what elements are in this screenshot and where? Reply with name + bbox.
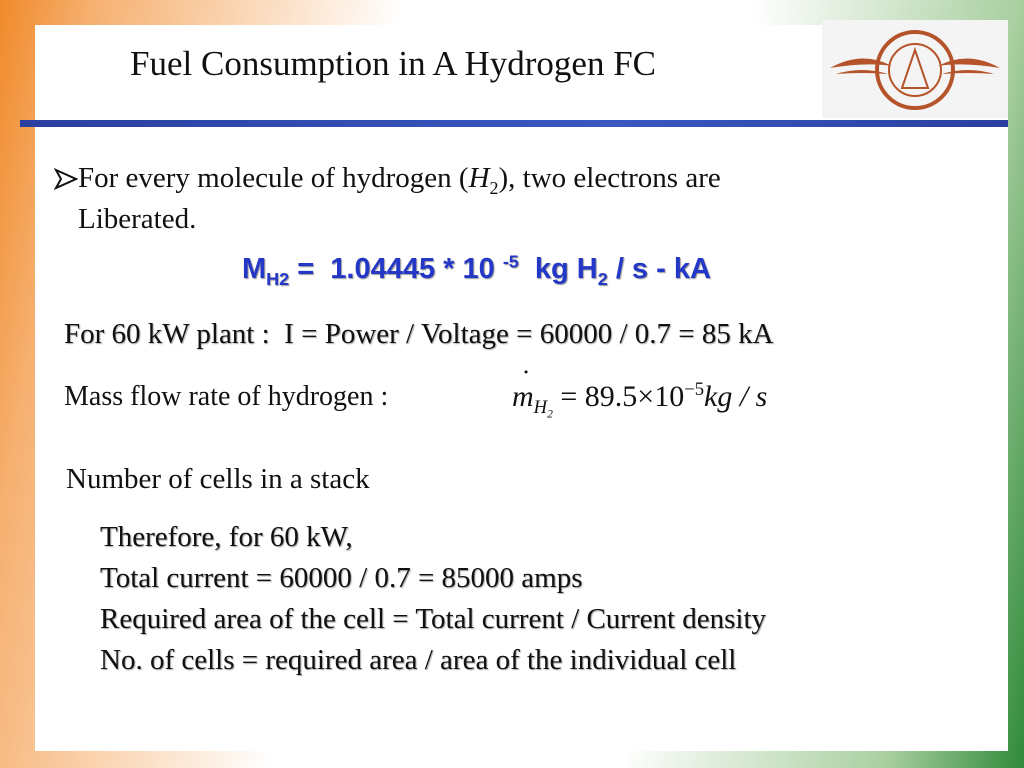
symbol: M bbox=[242, 253, 267, 285]
cells-line: No. of cells = required area / area of t… bbox=[100, 644, 737, 676]
text: ), two electrons are bbox=[498, 162, 721, 194]
text: m bbox=[512, 380, 534, 413]
plant-line: For 60 kW plant : I = Power / Voltage = … bbox=[64, 318, 774, 350]
mass-flow-formula: m ˙ H2 = 89.5×10−5kg / s bbox=[512, 366, 768, 421]
cells-line: Required area of the cell = Total curren… bbox=[100, 603, 767, 635]
text: = 89.5×10 bbox=[560, 380, 685, 413]
header-rule bbox=[20, 120, 1008, 127]
slide-title: Fuel Consumption in A Hydrogen FC bbox=[130, 44, 657, 83]
subscript: 2 bbox=[597, 268, 608, 289]
cells-line: Therefore, for 60 kW, bbox=[100, 521, 353, 553]
bullet-text: Liberated. bbox=[78, 203, 197, 235]
bullet-text: For every molecule of hydrogen (H2), two… bbox=[78, 162, 721, 197]
logo bbox=[822, 20, 1008, 118]
bullet-arrow bbox=[54, 168, 78, 190]
subscript: 2 bbox=[547, 408, 553, 421]
text: kg H bbox=[518, 253, 598, 285]
symbol: m ˙ bbox=[512, 366, 534, 413]
text: = 1.04445 * 10 bbox=[289, 253, 503, 285]
unit: kg / s bbox=[704, 380, 768, 413]
text: H bbox=[533, 397, 548, 418]
subscript: H2 bbox=[266, 268, 290, 289]
subscript: H2 bbox=[533, 397, 553, 421]
cells-line: Total current = 60000 / 0.7 = 85000 amps bbox=[100, 562, 583, 594]
subscript: 2 bbox=[489, 177, 499, 198]
mass-flow-label: Mass flow rate of hydrogen : bbox=[64, 381, 389, 412]
dot: ˙ bbox=[521, 364, 531, 397]
text: / s - kA bbox=[607, 253, 711, 285]
symbol: H bbox=[468, 162, 490, 194]
exponent: -5 bbox=[502, 251, 519, 272]
cells-heading: Number of cells in a stack bbox=[66, 463, 370, 495]
exponent: −5 bbox=[684, 379, 705, 400]
rate-formula: MH2 = 1.04445 * 10 -5 kg H2 / s - kA bbox=[242, 252, 711, 287]
content-panel bbox=[35, 25, 1008, 751]
text: For every molecule of hydrogen ( bbox=[78, 162, 469, 194]
